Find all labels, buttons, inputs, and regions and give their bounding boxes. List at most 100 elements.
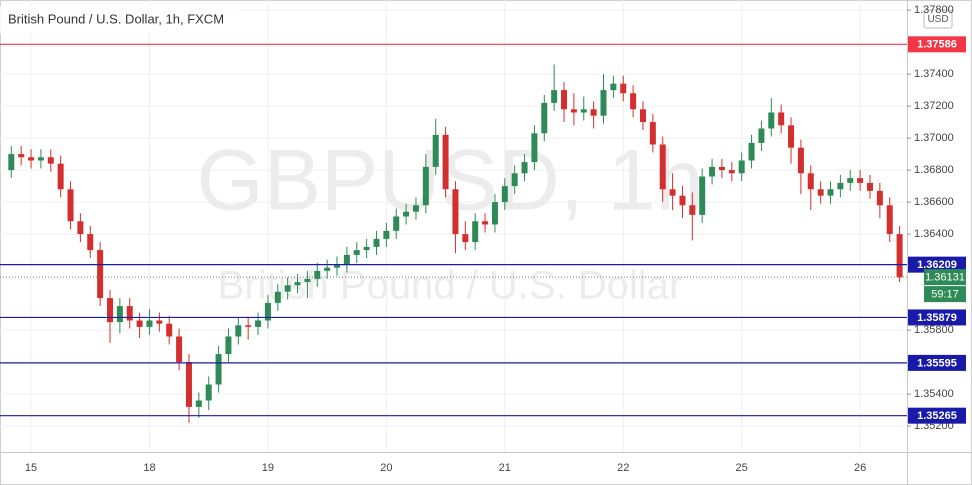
candle-body [896,234,903,278]
currency-box [923,9,953,29]
candle-body [580,109,587,113]
watermark-subtitle: British Pound / U.S. Dollar [218,264,683,308]
candle-body [600,90,607,116]
candle-body [876,190,883,206]
candle-body [679,195,686,206]
candle-body [87,234,94,251]
candle-body [18,154,25,158]
candle-body [738,160,745,174]
candle-body [797,147,804,174]
level-label: 1.37586 [917,39,957,51]
candle-body [373,238,380,247]
candle-body [284,285,291,292]
candle-body [452,189,459,235]
level-label: 1.36209 [917,259,957,271]
candle-body [857,178,864,183]
candle-body [136,320,143,327]
candle-body [501,186,508,203]
level-label-box [908,354,966,371]
candle-body [590,109,597,116]
level-label: 1.35595 [917,357,957,369]
candle-body [77,221,84,235]
candle-body [788,125,795,148]
candle-body [669,189,676,196]
candle-body [334,264,341,268]
candle-body [393,216,400,231]
candle-body [422,166,429,206]
candle-body [531,133,538,163]
x-tick-label: 22 [617,462,629,474]
candle-body [827,189,834,196]
candle-body [462,234,469,243]
candle-body [649,122,656,145]
y-tick-label: 1.36400 [914,228,954,240]
candle-body [195,400,202,407]
candle-body [610,83,617,91]
candle-body [718,166,725,171]
candle-body [709,166,716,177]
y-tick-label: 1.36600 [914,196,954,208]
candle-body [482,221,489,225]
y-tick-label: 1.35800 [914,324,954,336]
candle-body [758,128,765,143]
y-tick-label: 1.37000 [914,132,954,144]
candle-body [255,320,262,327]
candle-body [699,176,706,215]
candle-body [166,323,173,337]
candle-body [57,163,64,190]
candle-body [225,336,232,355]
candle-body [116,306,123,323]
candle-body [37,157,44,161]
candle-body [541,102,548,134]
candle-body [353,250,360,255]
candle-body [383,230,390,239]
candle-body [728,170,735,174]
title-backdrop [0,6,238,34]
currency: USD [927,14,948,25]
countdown-box [924,286,966,303]
candle-body [689,205,696,215]
candle-body [235,325,242,337]
level-label: 1.35265 [917,410,957,422]
candle-body [866,182,873,191]
watermark: GBPUSD, 1h [197,133,704,229]
candle-body [412,205,419,212]
countdown: 59:17 [931,289,959,301]
candle-body [807,173,814,190]
candle-body [403,211,410,217]
x-tick-label: 18 [143,462,155,474]
x-tick-label: 21 [499,462,511,474]
candle-body [521,162,528,174]
current-price-box [924,269,966,286]
candle-body [205,384,212,401]
y-tick-label: 1.37200 [914,100,954,112]
candle-body [432,134,439,167]
candle-body [215,354,222,385]
candle-body [620,83,627,94]
candle-body [561,90,568,110]
candle-body [185,362,192,407]
candle-body [294,282,301,286]
x-tick-label: 15 [25,462,37,474]
candle-body [886,205,893,235]
candle-body [156,320,163,324]
candle-body [639,109,646,123]
x-tick-label: 20 [380,462,392,474]
candle-body [324,267,331,271]
candle-body [659,144,666,190]
candle-body [304,278,311,283]
current-price-label: 1.36131 [925,272,965,284]
candle-body [570,109,577,113]
candle-body [314,270,321,279]
candle-body [472,221,479,243]
candle-body [107,298,113,323]
candle-body [146,320,153,327]
y-tick-label: 1.36800 [914,164,954,176]
candle-body [837,182,844,190]
candle-body [630,93,637,110]
x-tick-label: 26 [854,462,866,474]
level-label-box [908,407,966,424]
x-tick-label: 19 [262,462,274,474]
candle-body [768,112,775,129]
